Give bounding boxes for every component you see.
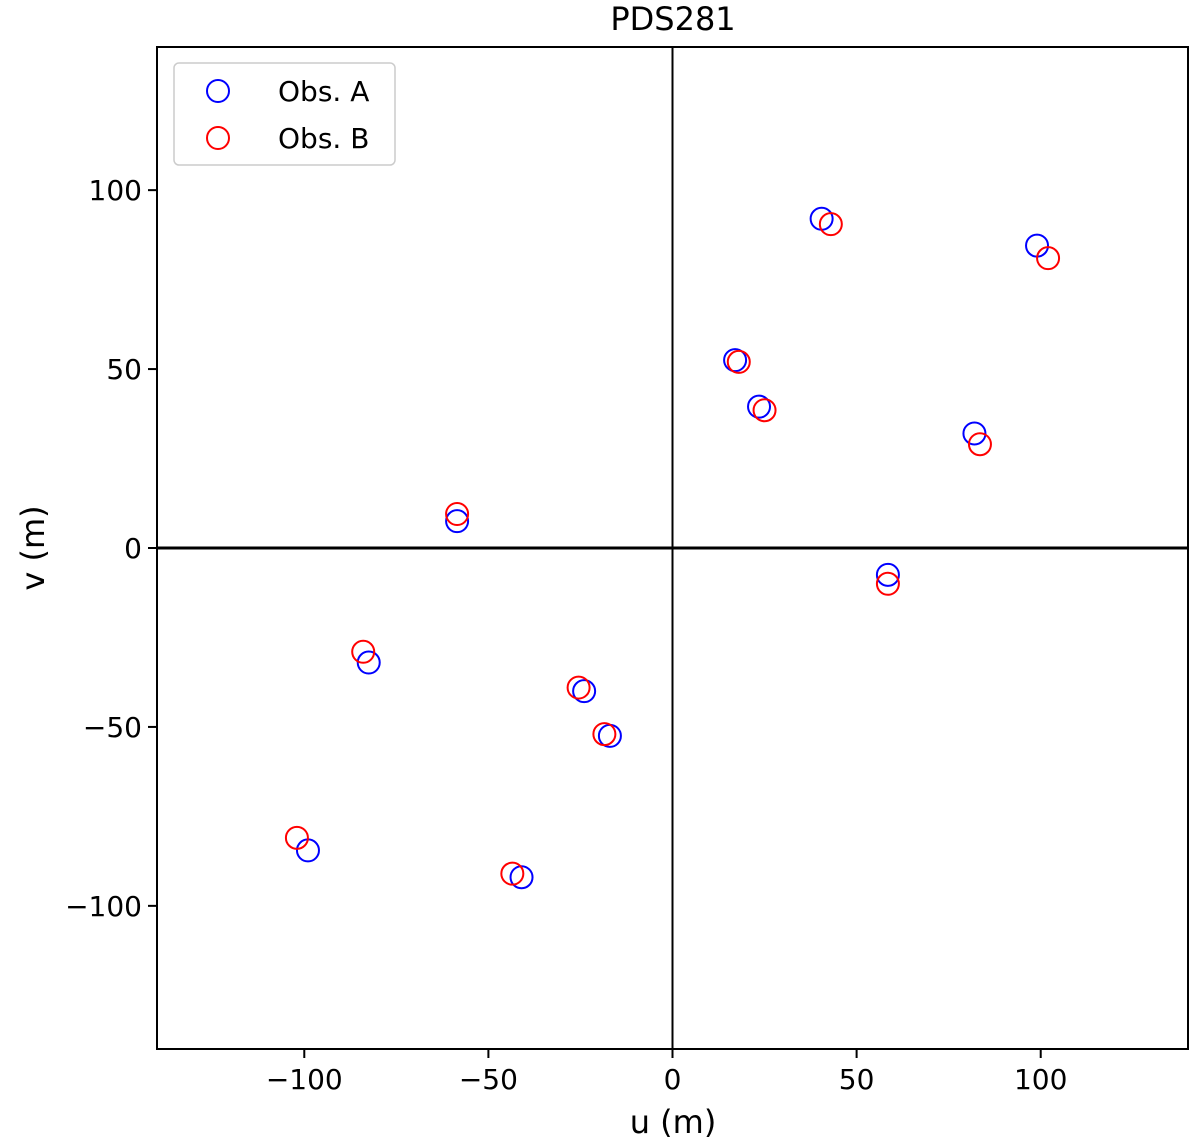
y-tick-label: −50 bbox=[83, 711, 142, 744]
y-tick-label: 0 bbox=[124, 532, 142, 565]
data-points bbox=[284, 206, 1061, 890]
legend-label-obs-a: Obs. A bbox=[278, 75, 369, 108]
x-tick-label: −50 bbox=[459, 1063, 518, 1096]
x-axis-title: u (m) bbox=[630, 1103, 717, 1141]
point-obs-b bbox=[1036, 246, 1061, 271]
point-obs-a bbox=[875, 562, 900, 587]
zero-lines bbox=[157, 47, 1188, 1049]
point-obs-a bbox=[445, 509, 470, 534]
point-obs-a bbox=[295, 838, 320, 863]
point-obs-b bbox=[284, 825, 309, 850]
y-tick-label: 100 bbox=[89, 174, 142, 207]
point-obs-b bbox=[726, 349, 751, 374]
point-obs-a bbox=[356, 650, 381, 675]
legend-label-obs-b: Obs. B bbox=[278, 122, 369, 155]
x-tick-label: −100 bbox=[266, 1063, 343, 1096]
point-obs-b bbox=[967, 432, 992, 457]
x-axis-ticks: −100 −50 0 50 100 bbox=[266, 1049, 1067, 1096]
point-obs-b bbox=[351, 639, 376, 664]
y-axis-ticks: −100 −50 0 50 100 bbox=[65, 174, 157, 923]
x-tick-label: 0 bbox=[664, 1063, 682, 1096]
point-obs-a bbox=[723, 348, 748, 373]
chart-title: PDS281 bbox=[610, 0, 735, 38]
y-axis-title: v (m) bbox=[14, 505, 52, 590]
point-obs-b bbox=[566, 675, 591, 700]
point-obs-a bbox=[962, 421, 987, 446]
point-obs-a bbox=[1025, 233, 1050, 258]
point-obs-a bbox=[747, 394, 772, 419]
point-obs-b bbox=[500, 861, 525, 886]
x-tick-label: 50 bbox=[839, 1063, 875, 1096]
y-tick-label: −100 bbox=[65, 890, 142, 923]
legend-marker-obs-a bbox=[206, 79, 230, 103]
point-obs-b bbox=[445, 502, 470, 527]
legend: Obs. A Obs. B bbox=[173, 62, 396, 166]
point-obs-b bbox=[818, 212, 843, 237]
point-obs-a bbox=[572, 679, 597, 704]
y-tick-label: 50 bbox=[106, 353, 142, 386]
point-obs-b bbox=[592, 722, 617, 747]
point-obs-b bbox=[875, 571, 900, 596]
legend-marker-obs-b bbox=[206, 126, 230, 150]
point-obs-b bbox=[752, 398, 777, 423]
x-tick-label: 100 bbox=[1014, 1063, 1067, 1096]
